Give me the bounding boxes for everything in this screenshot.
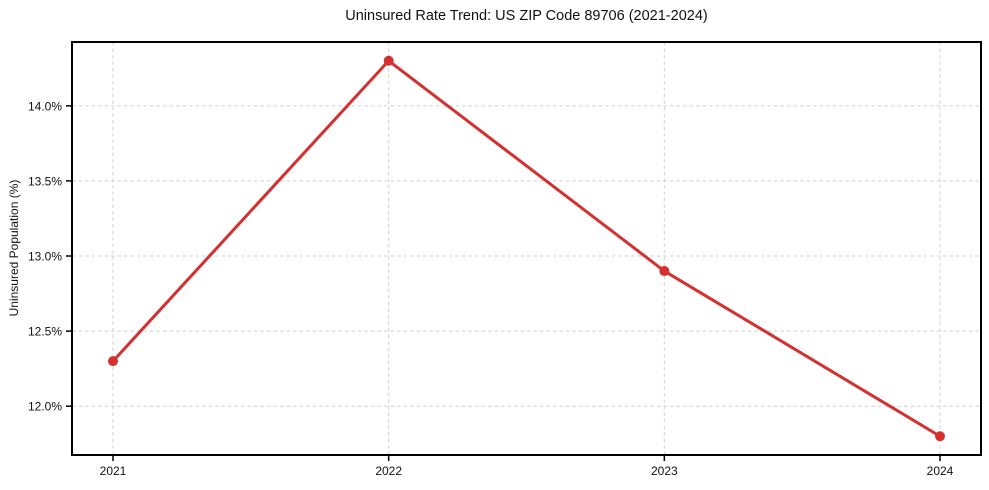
data-point-2023: [659, 266, 670, 277]
trend-line: [111, 59, 942, 438]
y-tick-label: 13.5%: [28, 174, 62, 188]
y-tick-label: 12.5%: [28, 325, 62, 339]
chart-title: Uninsured Rate Trend: US ZIP Code 89706 …: [345, 8, 708, 24]
data-point-2024: [935, 431, 945, 442]
y-tick-label: 14.0%: [28, 99, 62, 113]
plot-border: [71, 41, 982, 456]
x-tick-label: 2021: [100, 464, 127, 478]
data-point-2022: [383, 55, 394, 66]
y-tick-label: 13.0%: [28, 250, 62, 264]
x-tick-label: 2024: [927, 464, 954, 478]
x-tick-label: 2023: [651, 464, 678, 478]
data-point-2021: [108, 356, 118, 367]
y-tick-label: 12.0%: [28, 400, 62, 414]
x-tick-label: 2022: [375, 464, 402, 478]
